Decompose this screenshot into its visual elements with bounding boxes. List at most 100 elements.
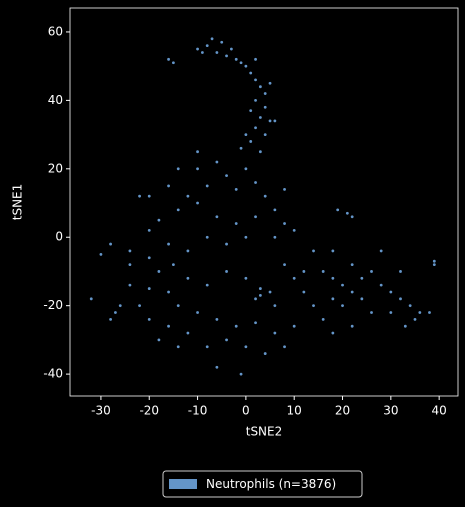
point <box>210 37 214 41</box>
x-axis-label: tSNE2 <box>246 425 283 439</box>
point <box>258 294 262 297</box>
point <box>254 126 257 130</box>
point <box>196 47 199 51</box>
point <box>432 259 436 263</box>
point <box>215 365 219 369</box>
point <box>258 287 262 290</box>
x-tick-label: 10 <box>287 404 302 418</box>
point <box>254 321 257 325</box>
point <box>118 304 122 308</box>
point <box>167 184 170 188</box>
point <box>432 263 436 267</box>
point <box>292 276 296 280</box>
plot-frame <box>69 7 459 397</box>
point <box>273 331 277 335</box>
point <box>341 304 344 308</box>
point <box>258 150 262 154</box>
point <box>167 242 170 246</box>
point <box>263 105 267 109</box>
point <box>292 228 296 232</box>
point <box>138 304 141 308</box>
y-tick-label: -40 <box>43 367 63 381</box>
point <box>196 201 199 205</box>
point <box>89 297 93 301</box>
point <box>205 283 209 287</box>
x-tick-label: -30 <box>91 404 111 418</box>
point <box>239 146 243 150</box>
point <box>157 270 161 273</box>
x-tick-label: 0 <box>242 404 250 418</box>
point <box>408 304 412 308</box>
point <box>263 133 267 136</box>
point <box>268 290 272 294</box>
point <box>239 372 243 376</box>
point <box>128 263 132 267</box>
point <box>225 270 228 273</box>
point <box>379 283 383 287</box>
point <box>244 167 248 171</box>
point <box>249 140 253 143</box>
point <box>413 317 417 321</box>
point <box>312 249 315 253</box>
point <box>399 297 402 301</box>
point <box>147 256 151 260</box>
point <box>399 270 402 273</box>
point <box>370 311 373 314</box>
point <box>292 324 296 328</box>
point <box>254 297 257 301</box>
point <box>418 311 422 314</box>
point <box>205 345 209 349</box>
point <box>114 311 117 314</box>
legend-swatch <box>169 479 197 489</box>
point <box>109 317 112 321</box>
point <box>128 283 132 287</box>
point <box>244 235 248 239</box>
point <box>350 263 354 267</box>
point <box>167 57 170 61</box>
point <box>302 270 306 273</box>
point <box>215 317 219 321</box>
point <box>172 263 175 267</box>
y-tick-label: 40 <box>48 93 63 107</box>
point <box>225 54 228 58</box>
point <box>273 235 277 239</box>
point <box>273 208 277 212</box>
point <box>99 252 103 256</box>
point <box>244 276 248 280</box>
point <box>176 304 180 308</box>
point <box>263 194 267 198</box>
x-tick-label: -20 <box>139 404 159 418</box>
point <box>331 249 335 253</box>
point <box>321 270 325 273</box>
point <box>331 276 335 280</box>
point <box>403 324 407 328</box>
point <box>254 181 257 184</box>
point <box>215 51 219 54</box>
point <box>331 331 335 335</box>
point <box>336 208 340 212</box>
point <box>389 290 393 294</box>
point <box>254 98 257 102</box>
point <box>176 208 180 212</box>
point <box>341 283 344 287</box>
point <box>268 119 272 123</box>
point <box>244 345 248 349</box>
point <box>239 61 243 65</box>
point <box>321 317 325 321</box>
point <box>200 51 204 54</box>
point <box>360 297 364 301</box>
point <box>258 116 262 119</box>
point <box>167 324 170 328</box>
x-tick-label: 40 <box>432 404 447 418</box>
point <box>225 338 228 342</box>
point <box>350 215 354 219</box>
point <box>167 290 170 294</box>
point <box>312 304 315 308</box>
point <box>176 167 180 171</box>
point <box>196 150 199 154</box>
point <box>147 317 151 321</box>
point <box>331 297 335 301</box>
legend-box <box>162 470 363 498</box>
legend-label: Neutrophils (n=3876) <box>206 477 336 491</box>
point <box>389 311 393 314</box>
